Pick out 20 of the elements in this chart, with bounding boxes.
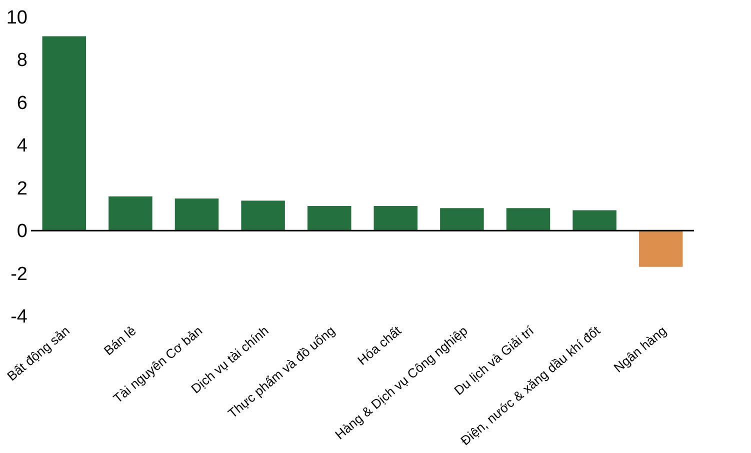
y-tick-label: -2 xyxy=(10,264,28,285)
y-tick-label: 8 xyxy=(16,50,28,72)
bar xyxy=(638,230,683,267)
bar xyxy=(374,206,418,231)
y-tick-label: 0 xyxy=(16,221,28,242)
y-tick-label: -4 xyxy=(10,306,28,328)
bar xyxy=(174,198,219,231)
bar xyxy=(506,208,550,231)
bar xyxy=(42,36,86,231)
bar xyxy=(241,200,285,231)
bar xyxy=(307,206,352,231)
bar xyxy=(440,208,484,231)
x-tick-label: Hóa chất xyxy=(354,322,404,368)
y-tick-label: 6 xyxy=(16,92,28,114)
y-tick-label: 10 xyxy=(6,8,28,28)
y-tick-label: 2 xyxy=(16,178,28,200)
x-tick-label: Bán lẻ xyxy=(100,322,139,358)
y-tick-label: 4 xyxy=(16,136,28,157)
bar xyxy=(572,210,616,231)
bar xyxy=(108,196,152,231)
